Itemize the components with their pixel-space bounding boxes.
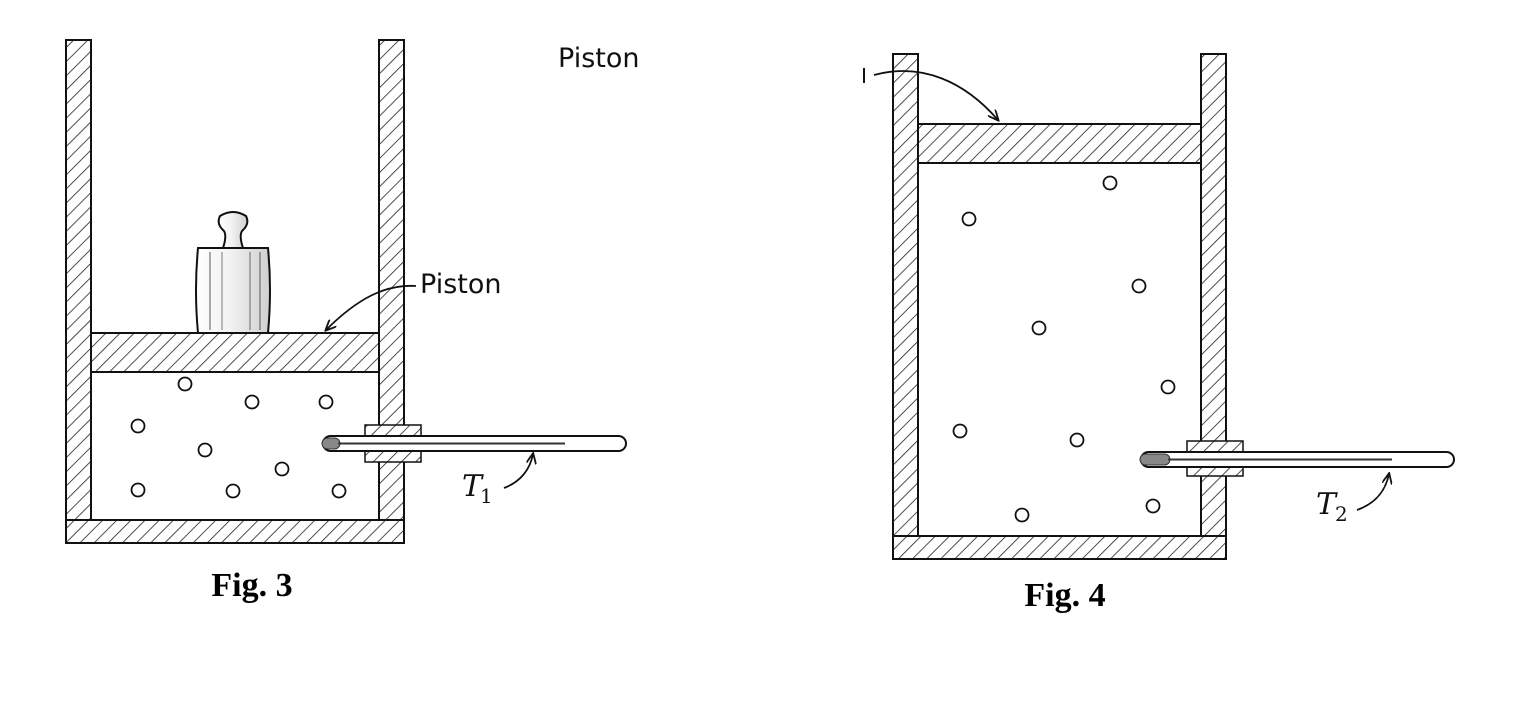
gas-molecule	[1160, 379, 1176, 395]
fig3-thermometer-arrow	[503, 454, 533, 489]
gas-molecule	[331, 483, 347, 499]
gas-molecule	[1014, 507, 1030, 523]
fig3-piston	[90, 332, 380, 373]
fig4-thermometer-subscript: 2	[1335, 502, 1348, 526]
fig4-right-wall	[1200, 53, 1227, 560]
fig3-top-label: Piston	[558, 43, 639, 74]
fig3-gas-molecules	[130, 376, 347, 499]
fig3-weight	[195, 211, 271, 334]
fig4-piston	[917, 123, 1202, 164]
gas-molecule	[1069, 432, 1085, 448]
fig3-piston-label: Piston	[420, 269, 501, 300]
gas-molecule	[952, 423, 968, 439]
gas-molecule	[130, 482, 146, 498]
fig4-thermometer-arrow	[1356, 474, 1389, 511]
fig3-thermometer-label: T	[462, 469, 484, 504]
gas-molecule	[318, 394, 334, 410]
fig4-thermometer-label: T	[1316, 487, 1338, 522]
gas-molecule	[177, 376, 193, 392]
fig4-left-wall	[892, 53, 919, 560]
fig4-piston-arrow	[873, 70, 998, 120]
fig4-caption: Fig. 4	[1024, 577, 1105, 614]
fig4-bottom-wall	[892, 535, 1227, 560]
fig4-thermometer	[1139, 440, 1455, 477]
gas-molecule	[197, 442, 213, 458]
fig3-caption: Fig. 3	[211, 567, 292, 604]
gas-molecule	[961, 211, 977, 227]
gas-molecule	[1031, 320, 1047, 336]
gas-molecule	[1145, 498, 1161, 514]
gas-molecule	[130, 418, 146, 434]
fig3-piston-arrow	[326, 284, 417, 330]
fig3-thermometer	[321, 424, 627, 463]
fig4-gas-molecules	[952, 175, 1176, 523]
gas-molecule	[225, 483, 241, 499]
gas-molecule	[1102, 175, 1118, 191]
fig3-bottom-wall	[65, 519, 405, 544]
fig3-thermometer-subscript: 1	[480, 484, 493, 508]
gas-molecule	[244, 394, 260, 410]
gas-molecule	[1131, 278, 1147, 294]
gas-molecule	[274, 461, 290, 477]
fig3-left-wall	[65, 39, 92, 544]
